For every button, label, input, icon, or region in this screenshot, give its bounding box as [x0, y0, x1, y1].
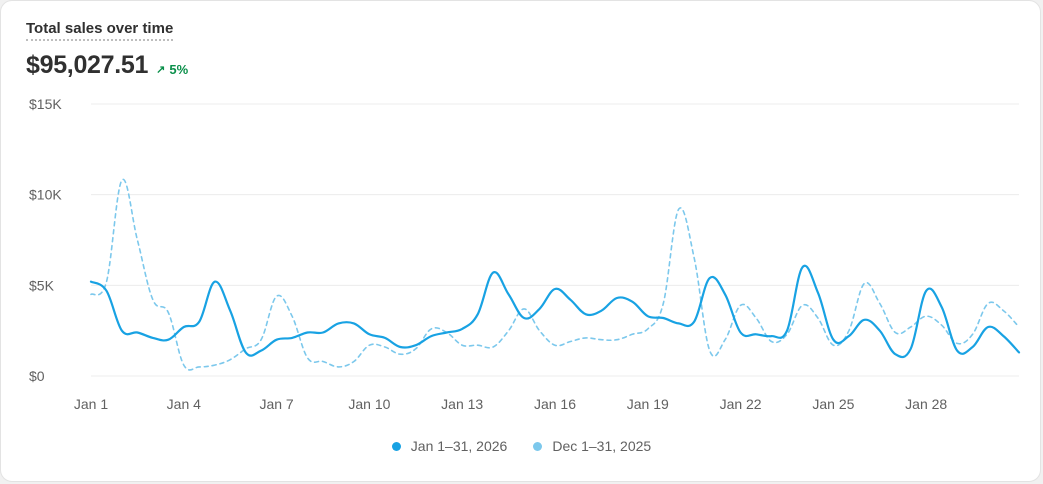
y-tick-label: $0: [29, 368, 45, 384]
y-tick-label: $5K: [29, 277, 55, 293]
change-badge: ↗ 5%: [156, 62, 188, 77]
x-tick-label: Jan 28: [905, 396, 947, 412]
x-tick-label: Jan 7: [259, 396, 293, 412]
y-tick-label: $10K: [29, 187, 62, 203]
card-title[interactable]: Total sales over time: [26, 20, 174, 41]
arrow-up-right-icon: ↗: [156, 64, 166, 76]
x-tick-label: Jan 22: [720, 396, 762, 412]
grid-lines: [91, 103, 1019, 377]
x-axis-ticks: Jan 1 Jan 4 Jan 7 Jan 10 Jan 13 Jan 16 Jan 19 J…: [74, 396, 948, 412]
x-tick-label: Jan 19: [627, 396, 669, 412]
y-axis-ticks: $0 $5K $10K $15K: [29, 96, 62, 384]
x-tick-label: Jan 13: [441, 396, 483, 412]
legend-dot-previous: [533, 441, 543, 451]
total-sales-value: $95,027.51: [26, 51, 149, 79]
chart-legend: Jan 1–31, 2026 Dec 1–31, 2025: [1, 438, 1042, 454]
x-tick-label: Jan 10: [348, 396, 390, 412]
x-tick-label: Jan 25: [812, 396, 854, 412]
y-tick-label: $15K: [29, 96, 62, 112]
series-line-current[interactable]: [89, 264, 1021, 359]
legend-item-previous[interactable]: Dec 1–31, 2025: [533, 438, 651, 454]
change-percent: 5%: [169, 62, 189, 77]
series-lines: [89, 178, 1021, 371]
legend-label-current: Jan 1–31, 2026: [410, 438, 508, 454]
x-tick-label: Jan 1: [74, 396, 108, 412]
legend-item-current[interactable]: Jan 1–31, 2026: [391, 438, 508, 454]
sales-line-chart[interactable]: $0$5K$10K$15K Jan 1 Jan 4 Jan 7 Jan 10 Jan 1…: [1, 1, 1042, 431]
x-tick-label: Jan 16: [534, 396, 576, 412]
value-row: $95,027.51 ↗ 5%: [26, 51, 188, 80]
legend-label-previous: Dec 1–31, 2025: [552, 438, 652, 454]
legend-dot-current: [391, 441, 401, 451]
x-tick-label: Jan 4: [167, 396, 201, 412]
series-line-previous[interactable]: [90, 178, 1020, 371]
